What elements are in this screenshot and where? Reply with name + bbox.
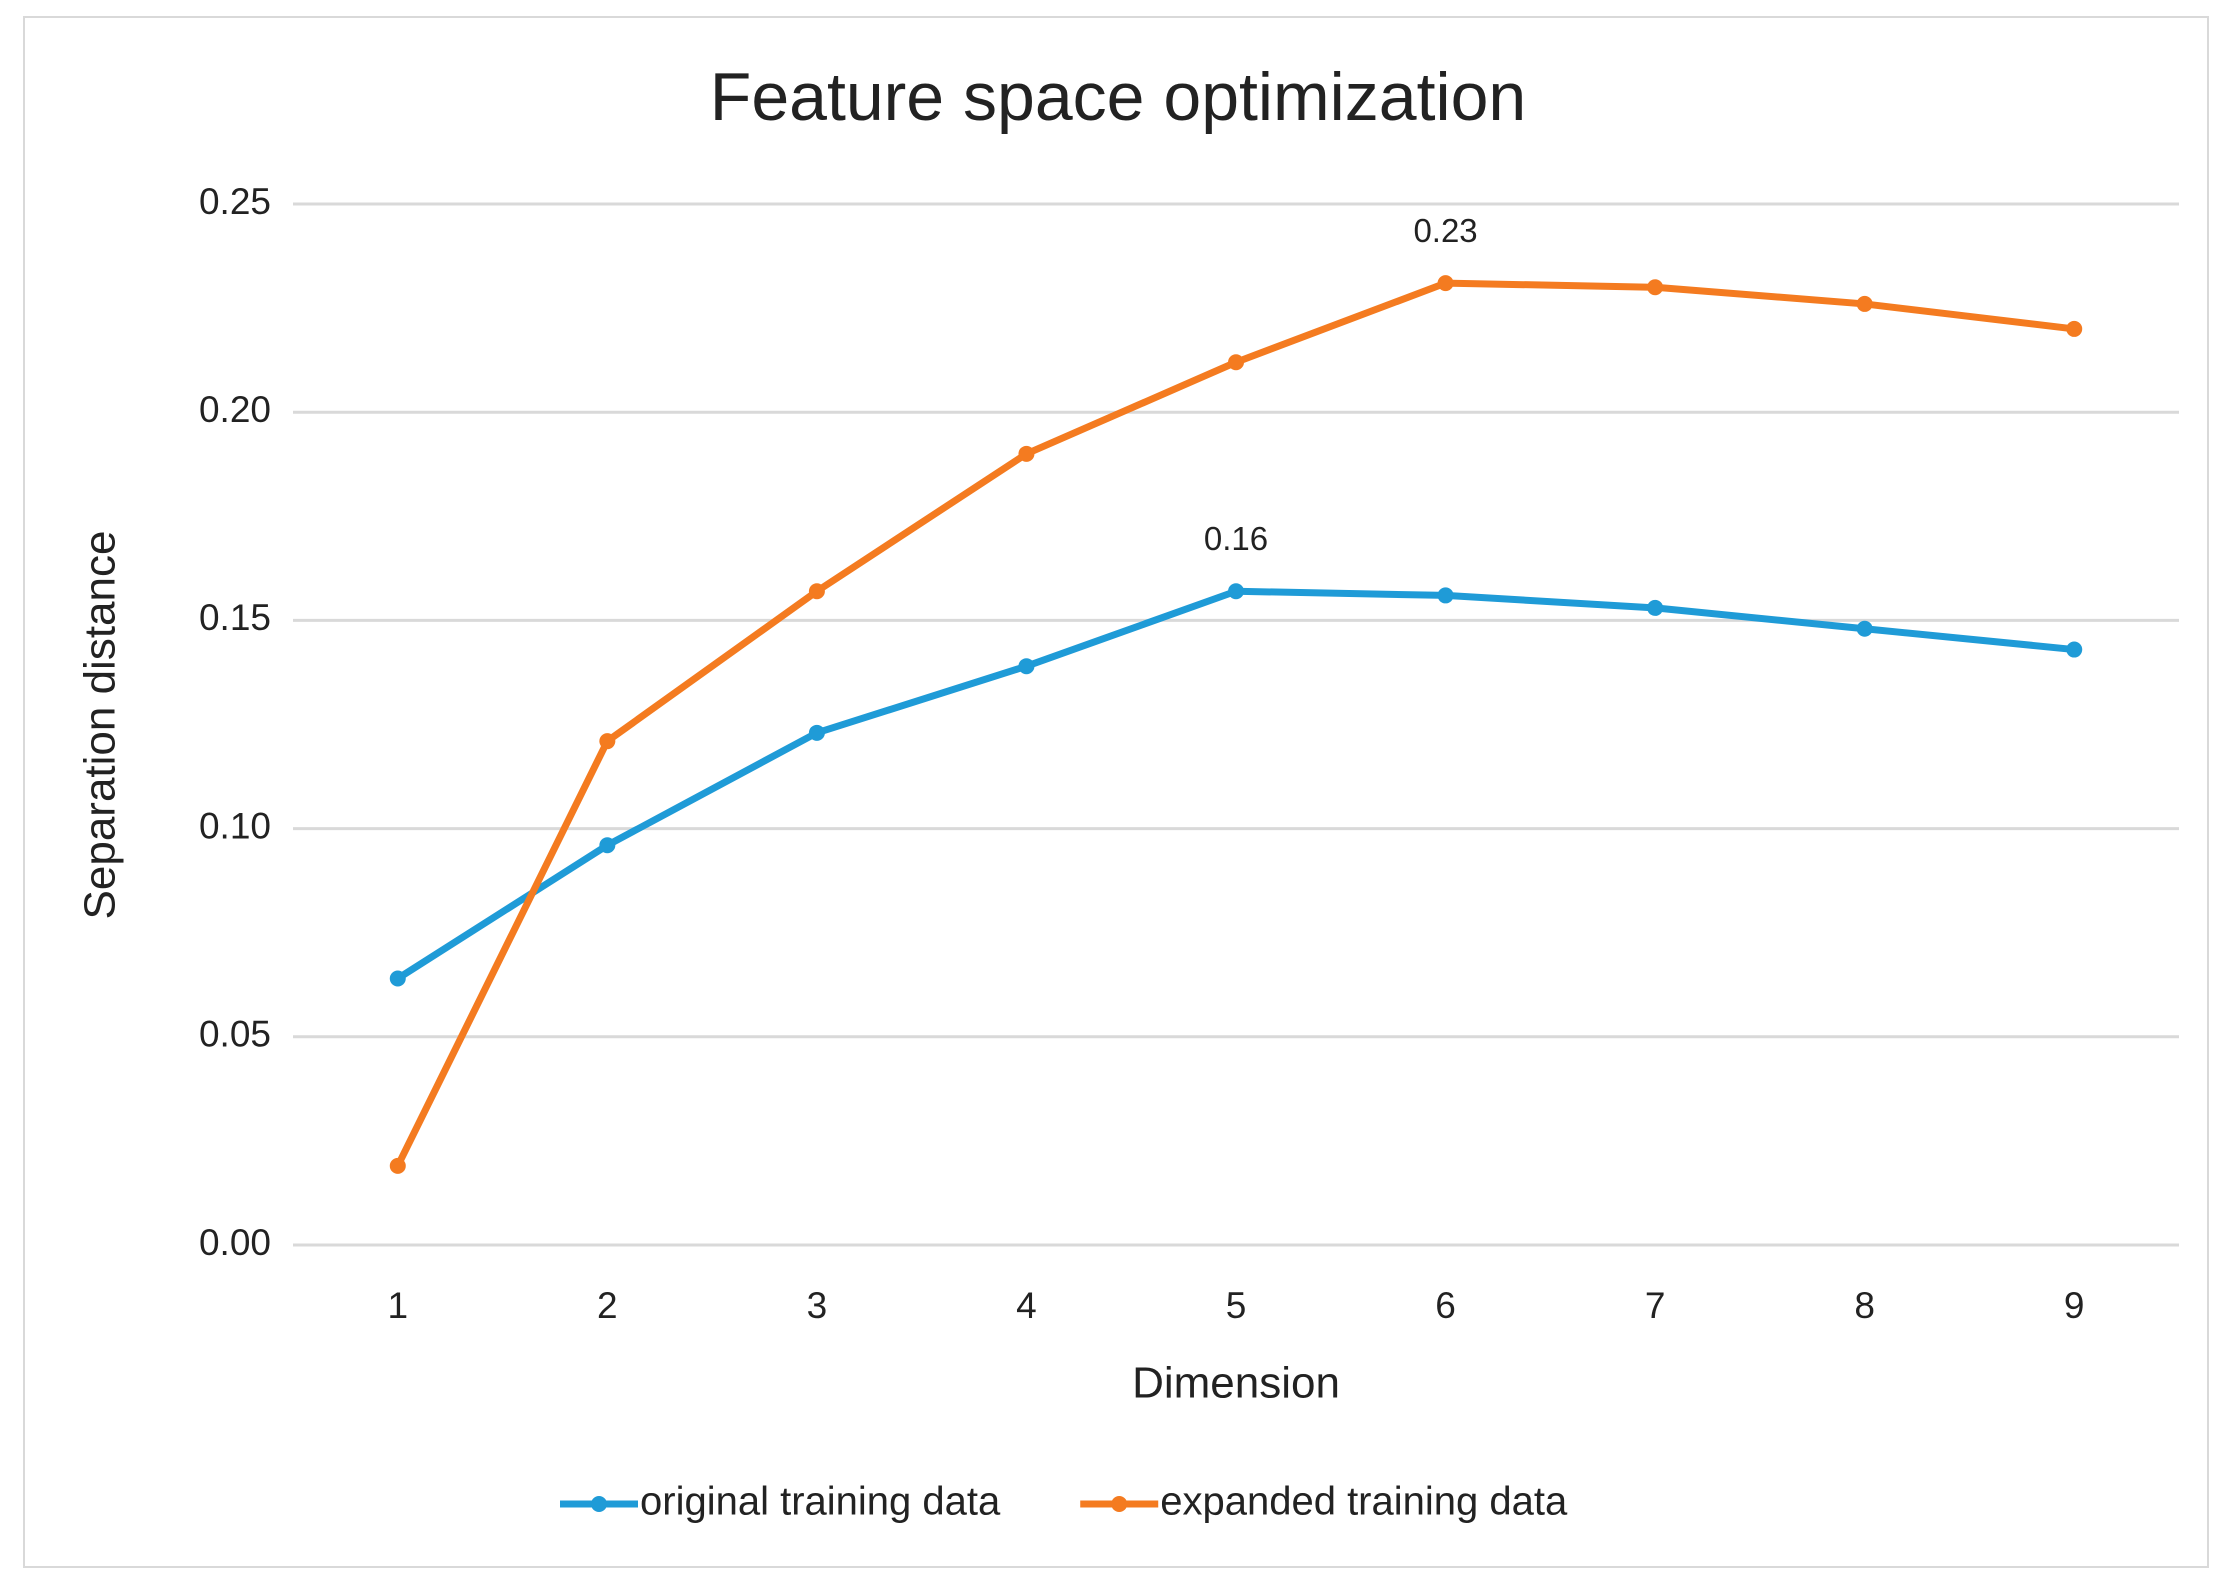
data-point — [389, 1157, 406, 1174]
data-point — [1647, 599, 1664, 616]
x-tick-label: 6 — [1435, 1285, 1456, 1326]
data-point — [2066, 320, 2083, 337]
data-label: 0.16 — [1204, 520, 1268, 557]
x-tick-label: 2 — [597, 1285, 618, 1326]
chart-title: Feature space optimization — [710, 59, 1526, 135]
y-tick-label: 0.10 — [199, 805, 271, 846]
x-tick-label: 4 — [1016, 1285, 1037, 1326]
legend-label: expanded training data — [1160, 1480, 1568, 1524]
data-label: 0.23 — [1413, 212, 1477, 249]
data-point — [1018, 445, 1035, 462]
data-point — [599, 733, 616, 750]
data-point — [1856, 620, 1873, 637]
x-axis-label: Dimension — [1132, 1359, 1340, 1408]
y-tick-label: 0.00 — [199, 1222, 271, 1263]
data-point — [808, 724, 825, 741]
legend: original training data expanded training … — [560, 1480, 1568, 1524]
data-point — [389, 970, 406, 987]
data-point — [808, 583, 825, 600]
x-tick-label: 7 — [1645, 1285, 1666, 1326]
data-point — [1437, 275, 1454, 292]
y-tick-label: 0.25 — [199, 181, 271, 222]
y-tick-label: 0.05 — [199, 1014, 271, 1055]
data-point — [1647, 279, 1664, 296]
data-point — [1437, 587, 1454, 604]
data-point — [1228, 583, 1244, 600]
x-tick-label: 3 — [807, 1285, 828, 1326]
legend-swatch-marker — [1111, 1496, 1128, 1512]
data-point — [1018, 658, 1035, 675]
y-axis-label: Separation distance — [76, 531, 125, 920]
data-point — [1856, 295, 1873, 312]
legend-swatch-marker — [591, 1496, 607, 1512]
chart-frame — [23, 16, 2209, 1568]
y-tick-label: 0.15 — [199, 597, 271, 638]
x-tick-label: 8 — [1854, 1285, 1875, 1326]
x-tick-label: 9 — [2064, 1285, 2085, 1326]
data-point — [599, 837, 616, 854]
data-point — [2066, 641, 2083, 658]
x-tick-label: 1 — [387, 1285, 408, 1326]
data-point — [1228, 354, 1244, 371]
y-tick-label: 0.20 — [199, 389, 271, 430]
legend-label: original training data — [640, 1480, 1001, 1524]
x-tick-label: 5 — [1226, 1285, 1247, 1326]
